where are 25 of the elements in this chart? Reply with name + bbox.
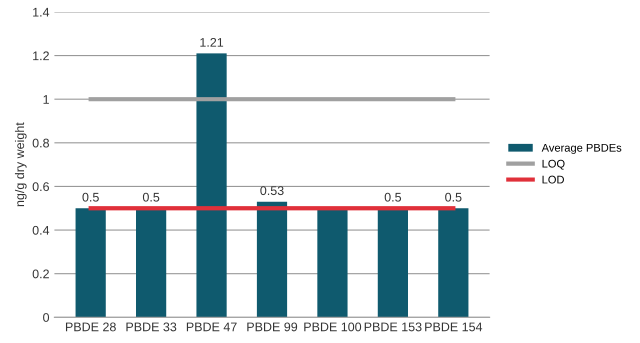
y-tick-label: 1.4 <box>33 8 50 17</box>
data-label: 0.5 <box>445 192 462 202</box>
x-tick-label: PBDE 28 <box>66 322 116 332</box>
x-tick-label: PBDE 100 <box>304 322 362 332</box>
data-label: 1.21 <box>200 38 224 47</box>
data-label: 0.5 <box>384 192 402 202</box>
x-tick-label: PBDE 153 <box>364 322 422 332</box>
data-label: 0.5 <box>82 192 99 202</box>
data-label: 0.53 <box>260 186 284 196</box>
legend-label: LOQ <box>542 160 565 170</box>
legend-label: Average PBDEs <box>542 144 622 154</box>
y-axis-title: ng/g dry weight <box>14 122 27 206</box>
y-tick-label: 1.2 <box>33 51 49 60</box>
y-tick-label: 0.6 <box>32 182 49 192</box>
y-tick-label: 1 <box>44 95 49 104</box>
y-tick-label: 0.2 <box>32 269 49 278</box>
legend-label: LOD <box>542 176 564 184</box>
x-tick-label: PBDE 99 <box>247 322 298 332</box>
x-tick-label: PBDE 154 <box>425 322 482 332</box>
x-tick-label: PBDE 33 <box>126 322 176 332</box>
y-tick-label: 0 <box>43 313 50 322</box>
data-label: 0.5 <box>142 192 160 202</box>
x-tick-label: PBDE 47 <box>186 322 237 332</box>
y-tick-label: 0.4 <box>32 226 50 235</box>
y-tick-label: 0.8 <box>32 138 49 148</box>
